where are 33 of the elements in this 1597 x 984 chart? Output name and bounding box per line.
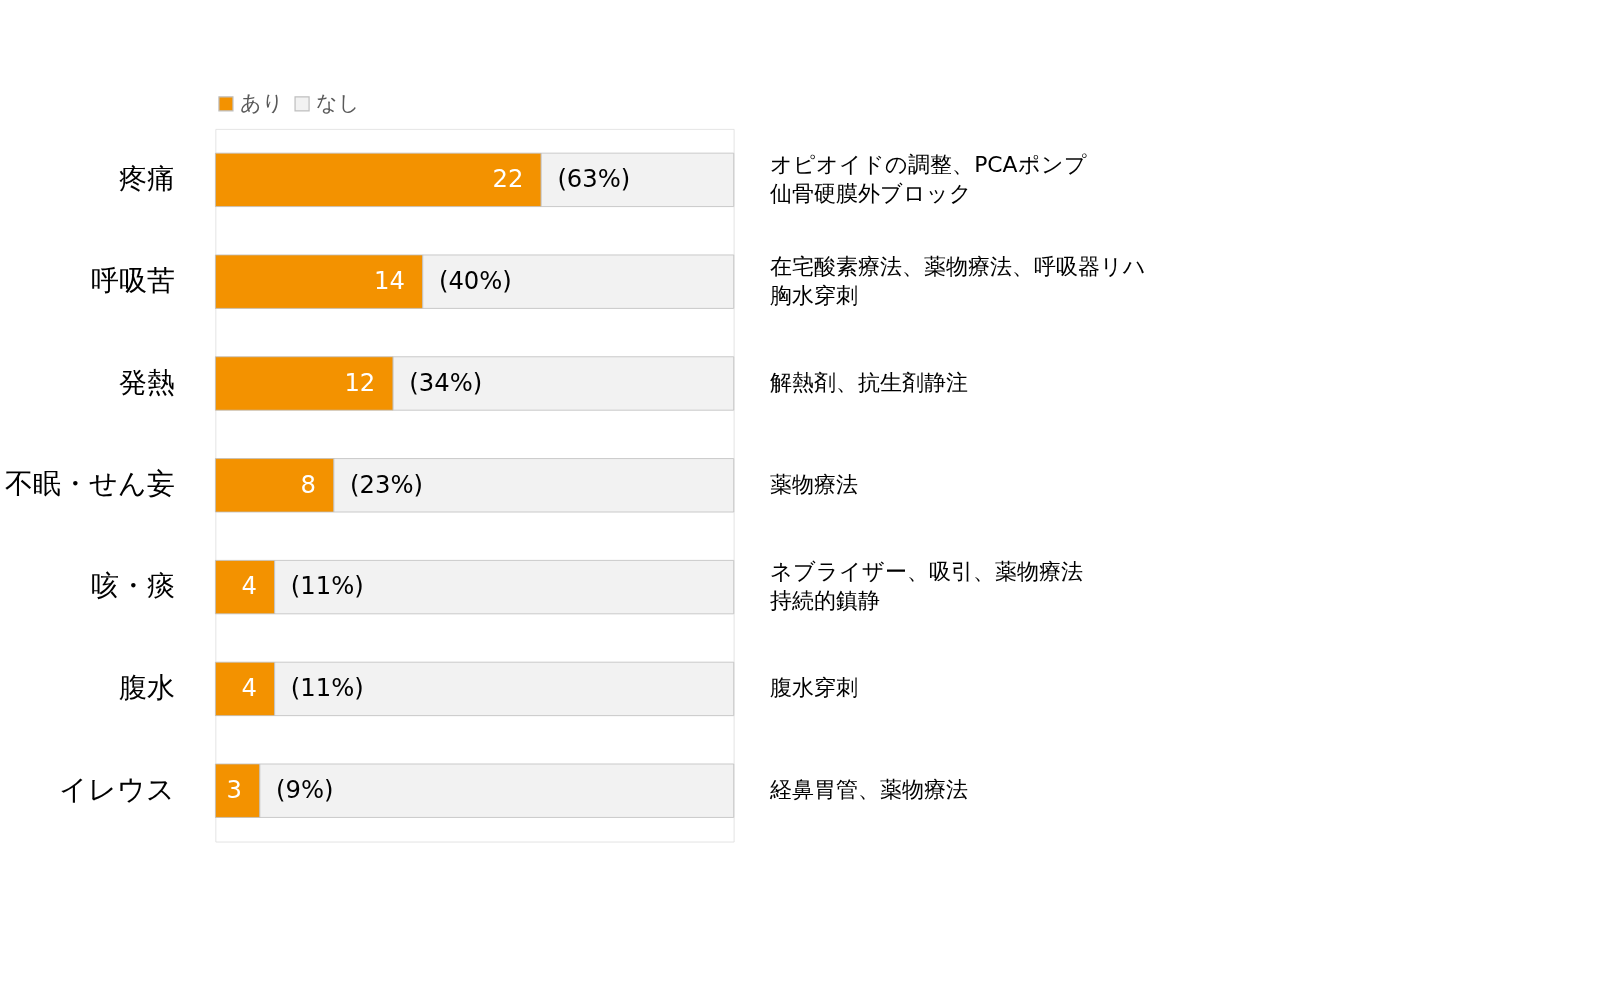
text: ネブライザー、吸引、薬物療法 (770, 559, 1084, 584)
text: 仙骨硬膜外ブロック (770, 180, 973, 206)
legend-label: あり (239, 90, 284, 116)
annotation: (11%) (290, 571, 364, 601)
text: 薬物療法 (770, 471, 859, 497)
text: 持続的鎮静 (770, 588, 881, 614)
text: 腹水穿刺 (770, 675, 859, 701)
data-label: 22 (492, 164, 524, 194)
y-tick-label: 呼吸苦 (91, 263, 176, 296)
y-tick-label: 咳・痰 (91, 569, 176, 602)
data-label: 8 (300, 469, 317, 499)
data-label: 3 (226, 775, 243, 804)
text: 胸水穿刺 (770, 282, 859, 308)
annotation: (11%) (290, 673, 364, 703)
y-tick-label: 不眠・せん妄 (5, 467, 176, 500)
data-label: 4 (241, 571, 257, 601)
text: 在宅酸素療法、薬物療法、呼吸器リハ (770, 253, 1147, 279)
legend-label: なし (315, 90, 360, 116)
data-label: 4 (241, 673, 257, 703)
data-label: 12 (344, 367, 376, 397)
data-label: 14 (374, 265, 405, 295)
annotation: (34%) (409, 367, 483, 397)
annotation: (23%) (350, 469, 423, 499)
text: 経鼻胃管、薬物療法 (769, 777, 969, 803)
y-tick-label: 発熱 (119, 365, 176, 398)
y-tick-label: イレウス (59, 772, 176, 805)
text: オピオイドの調整、PCAポンプ (770, 151, 1087, 177)
annotation: (9%) (276, 775, 334, 804)
text: 解熱剤、抗生剤静注 (770, 369, 969, 395)
y-tick-label: 腹水 (119, 671, 176, 704)
y-tick-label: 疼痛 (119, 161, 176, 194)
annotation: (40%) (438, 265, 512, 295)
annotation: (63%) (557, 164, 631, 194)
